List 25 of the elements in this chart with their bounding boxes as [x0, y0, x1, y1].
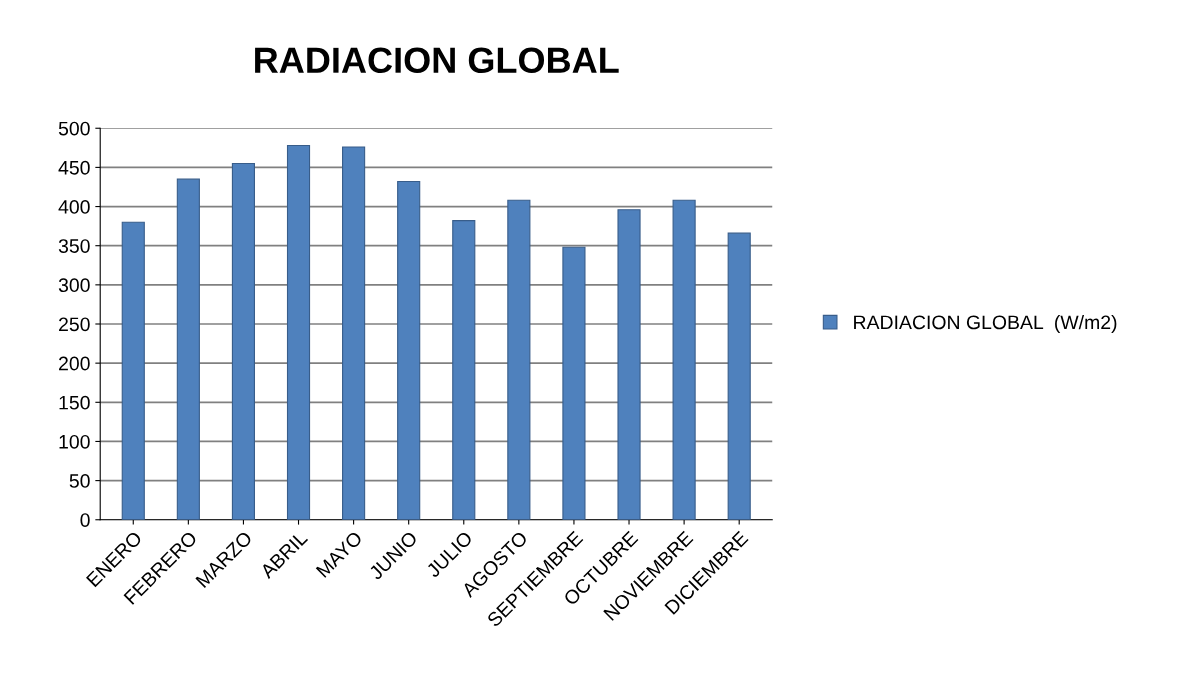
- bar: [452, 220, 476, 520]
- bar: [121, 221, 145, 520]
- y-tick-label: 50: [69, 474, 90, 488]
- y-tick-label: 350: [58, 239, 90, 253]
- bar: [286, 144, 311, 520]
- y-tick-label: 300: [58, 278, 90, 293]
- bar: [562, 246, 586, 520]
- bar: [617, 209, 641, 520]
- bar: [727, 232, 751, 520]
- bar: [397, 180, 421, 520]
- y-tick-label: 450: [58, 160, 90, 175]
- legend-label: RADIACION GLOBAL (W/m2): [854, 314, 1117, 334]
- bar: [507, 199, 531, 520]
- y-tick-label: 250: [59, 317, 90, 332]
- y-tick-label: 400: [58, 200, 90, 214]
- bar: [231, 162, 256, 520]
- y-tick-label: 200: [59, 356, 90, 371]
- bar: [176, 178, 200, 520]
- bar: [342, 146, 366, 520]
- bar: [672, 199, 696, 520]
- y-tick-label: 150: [59, 395, 90, 410]
- y-tick-label: 100: [59, 434, 90, 449]
- chart-title: RADIACION GLOBAL: [255, 47, 619, 74]
- y-tick-label: 0: [80, 513, 90, 527]
- y-tick-label: 500: [58, 121, 90, 136]
